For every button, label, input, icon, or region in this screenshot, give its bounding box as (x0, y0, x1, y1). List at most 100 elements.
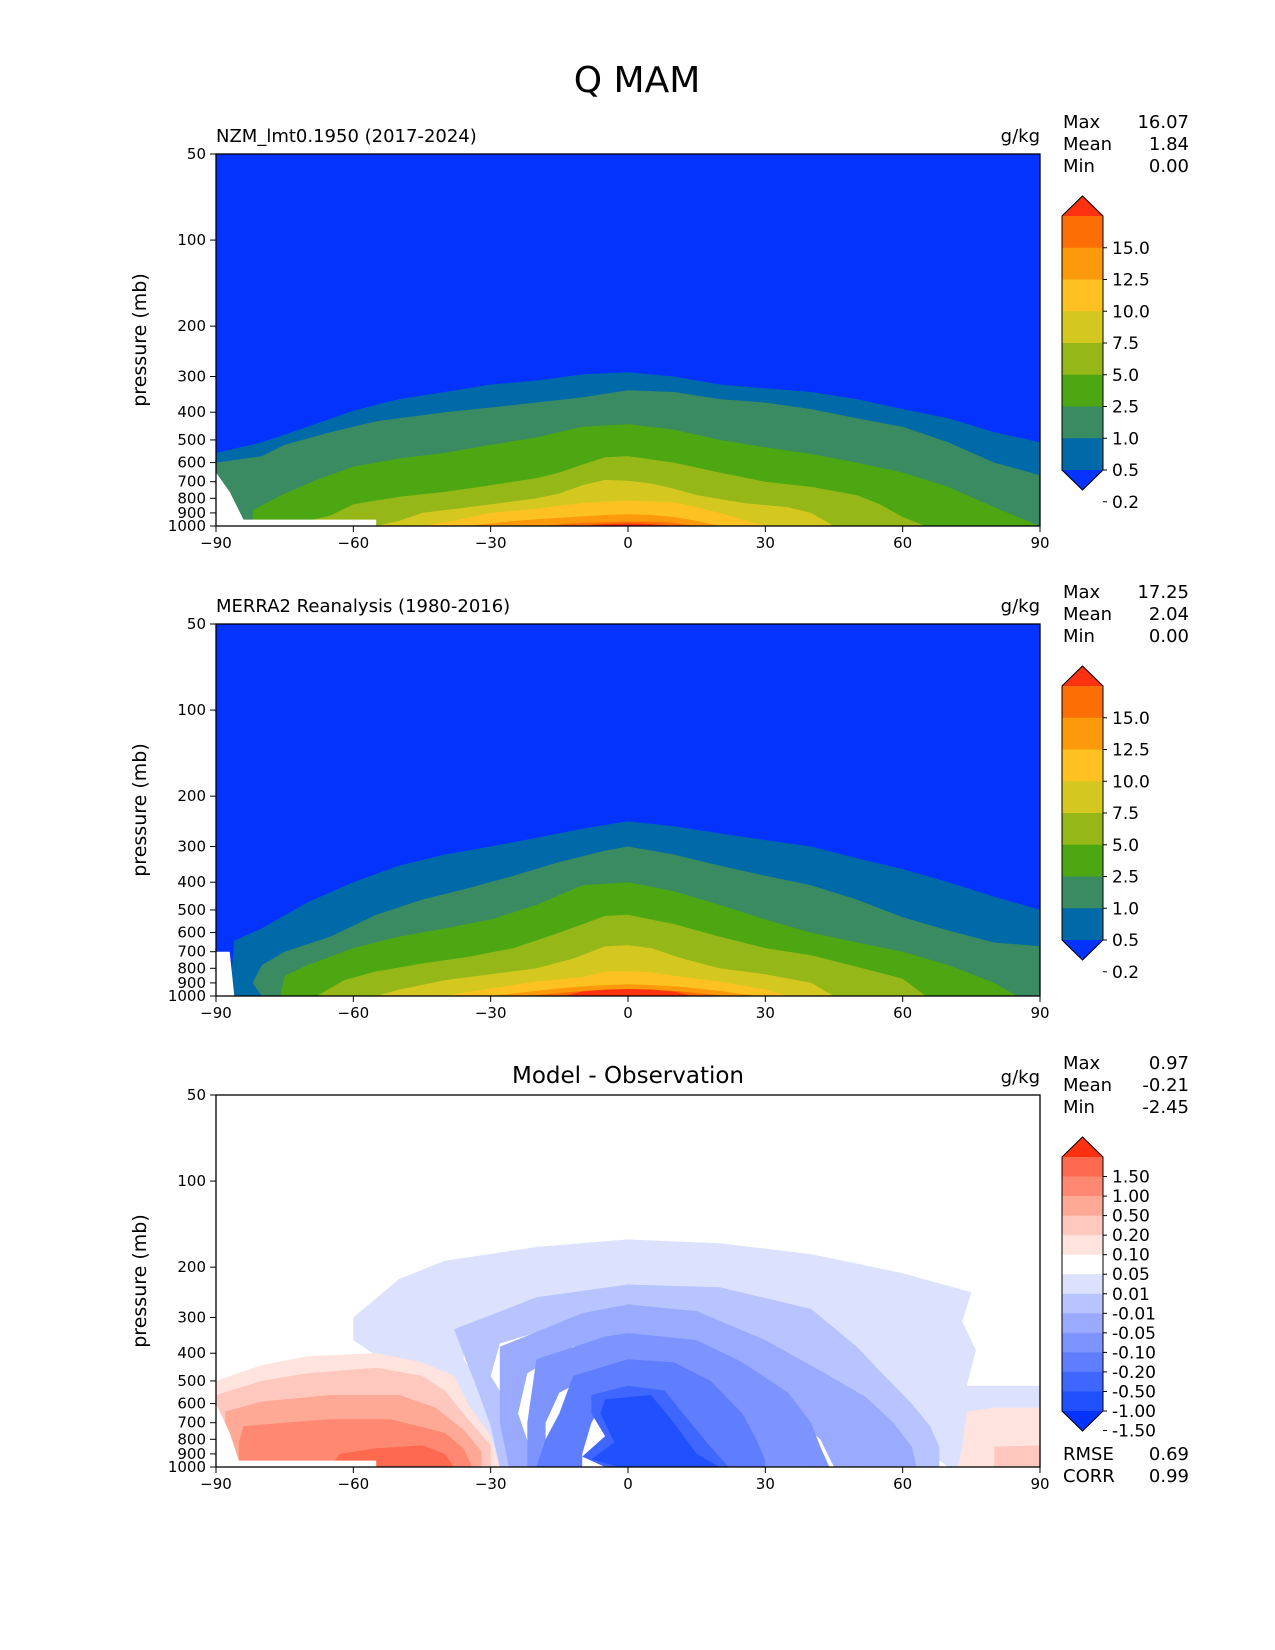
colorbar-outline (1061, 195, 1104, 491)
colorbar-outline (1061, 1136, 1104, 1432)
y-tick-label: 900 (177, 504, 206, 522)
stat-label: Mean (1063, 134, 1112, 155)
colorbar-segment-11 (1062, 1196, 1103, 1217)
colorbar-segment-3 (1062, 374, 1103, 407)
y-tick-label: 600 (177, 454, 206, 472)
y-tick-label: 900 (177, 1445, 206, 1463)
colorbar-label: 0.2 (1112, 493, 1139, 513)
panel-3: −90 −60 −30 0 30 60 90 50 100 200 300 400 500 6007008… (129, 1053, 1189, 1493)
x-tick-label: −30 (475, 534, 507, 552)
colorbar-extend-min (1062, 470, 1103, 490)
colorbar-label: 7.5 (1112, 804, 1139, 824)
colorbar-segment-7 (1062, 1274, 1103, 1295)
y-tick-label: 400 (177, 1344, 206, 1362)
colorbar-label: 2.5 (1112, 398, 1139, 418)
colorbar-label: 12.5 (1112, 741, 1150, 761)
x-tick-label: −90 (200, 1475, 232, 1493)
x-tick-label: 90 (1030, 534, 1049, 552)
y-tick-label: 500 (177, 431, 206, 449)
contour-region-5 (536, 1359, 766, 1467)
stat-value: 17.25 (1137, 582, 1189, 603)
y-tick-label: 200 (177, 787, 206, 805)
colorbar-label: 0.05 (1112, 1265, 1150, 1285)
contour-region-7 (591, 1395, 720, 1467)
stat-label: Max (1063, 582, 1101, 603)
x-tick-label: 60 (893, 1004, 912, 1022)
x-tick-label: 30 (756, 1004, 775, 1022)
colorbar-label: -1.00 (1112, 1402, 1156, 1422)
colorbar-segment-9 (1062, 1235, 1103, 1256)
stat-label: Min (1063, 1097, 1095, 1118)
colorbar-label: 10.0 (1112, 772, 1150, 792)
colorbar-outline (1061, 665, 1104, 961)
colorbar-label: 15.0 (1112, 709, 1150, 729)
contour-region-1 (353, 1239, 1040, 1467)
y-tick-label: 1000 (168, 517, 206, 535)
colorbar-label: 15.0 (1112, 239, 1150, 259)
y-tick-label: 200 (177, 1258, 206, 1276)
y-tick-label: 200 (177, 317, 206, 335)
colorbar-label: 1.0 (1112, 429, 1139, 449)
figure-title: Q MAM (574, 60, 701, 101)
colorbar-extend-max (1062, 666, 1103, 686)
colorbar-label: 5.0 (1112, 366, 1139, 386)
y-tick-label: 700 (177, 943, 206, 961)
colorbar-extend-max (1062, 196, 1103, 216)
stat-label: Max (1063, 1053, 1101, 1074)
contour-region-4 (527, 1333, 830, 1467)
y-tick-label: 500 (177, 901, 206, 919)
y-axis-label: pressure (mb) (129, 273, 151, 407)
x-tick-label: 90 (1030, 1004, 1049, 1022)
stat-label: Min (1063, 626, 1095, 647)
stat-value: -0.21 (1142, 1075, 1189, 1096)
contour-region-2 (454, 1284, 940, 1467)
y-tick-label: 100 (177, 701, 206, 719)
colorbar-label: -0.05 (1112, 1324, 1156, 1344)
colorbar-segment-2 (1062, 406, 1103, 439)
x-tick-label: 90 (1030, 1475, 1049, 1493)
x-tick-label: −60 (338, 1475, 370, 1493)
missing-data-area (216, 951, 235, 996)
colorbar-segment-13 (1062, 1157, 1103, 1178)
colorbar-label: 1.0 (1112, 899, 1139, 919)
colorbar-segment-8 (1062, 1254, 1103, 1275)
colorbar-label: -0.01 (1112, 1304, 1156, 1324)
x-tick-label: −90 (200, 1004, 232, 1022)
stat-value: -2.45 (1142, 1097, 1189, 1118)
colorbar-label: -0.20 (1112, 1363, 1156, 1383)
error-stat-label: RMSE (1063, 1444, 1114, 1465)
colorbar-label: 0.2 (1112, 963, 1139, 983)
y-tick-label: 500 (177, 1372, 206, 1390)
y-tick-label: 400 (177, 403, 206, 421)
y-tick-label: 800 (177, 489, 206, 507)
y-tick-label: 100 (177, 231, 206, 249)
colorbar-label: 2.5 (1112, 868, 1139, 888)
stat-label: Min (1063, 156, 1095, 177)
colorbar-segment-8 (1062, 686, 1103, 719)
y-tick-label: 600 (177, 1395, 206, 1413)
colorbar-segment-7 (1062, 247, 1103, 280)
stat-label: Max (1063, 112, 1101, 133)
panel-1: −90 −60 −30 0 30 60 90 50 100 200 300 400 500 6007008… (129, 112, 1189, 552)
y-tick-label: 1000 (168, 987, 206, 1005)
colorbar-label: -0.50 (1112, 1382, 1156, 1402)
x-tick-label: 30 (756, 1475, 775, 1493)
stat-value: 0.97 (1149, 1053, 1189, 1074)
colorbar-label: -1.50 (1112, 1422, 1156, 1442)
y-tick-label: 600 (177, 924, 206, 942)
colorbar: 15.0 12.5 10.0 7.5 5.0 2.5 1.0 0.5 0.2 (1061, 195, 1150, 513)
y-tick-label: 700 (177, 1414, 206, 1432)
x-tick-label: −90 (200, 534, 232, 552)
colorbar-label: 0.01 (1112, 1285, 1150, 1305)
units-label: g/kg (1001, 126, 1040, 147)
y-tick-label: 300 (177, 1308, 206, 1326)
y-tick-label: 50 (187, 615, 206, 633)
colorbar-extend-min (1062, 940, 1103, 960)
colorbar-label: -0.10 (1112, 1343, 1156, 1363)
colorbar-label: 0.50 (1112, 1207, 1150, 1227)
y-tick-label: 400 (177, 873, 206, 891)
contour-field (216, 624, 1040, 996)
x-tick-label: −30 (475, 1004, 507, 1022)
colorbar-segment-5 (1062, 1313, 1103, 1334)
